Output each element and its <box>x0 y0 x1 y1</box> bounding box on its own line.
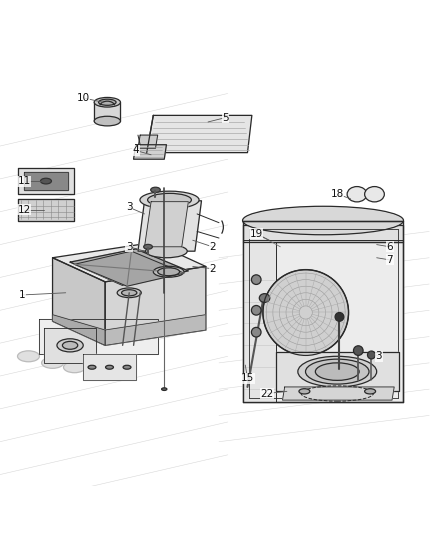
Text: 22: 22 <box>261 389 274 399</box>
Ellipse shape <box>40 178 52 184</box>
Ellipse shape <box>335 312 344 321</box>
Text: 2: 2 <box>209 242 216 252</box>
Polygon shape <box>134 145 166 159</box>
Ellipse shape <box>162 388 167 391</box>
Ellipse shape <box>364 187 385 202</box>
Ellipse shape <box>353 346 363 356</box>
Ellipse shape <box>144 245 152 249</box>
Text: 3: 3 <box>126 203 133 212</box>
Text: 4: 4 <box>132 146 139 156</box>
Text: 1: 1 <box>18 290 25 300</box>
Ellipse shape <box>57 339 83 352</box>
Ellipse shape <box>251 327 261 337</box>
Ellipse shape <box>315 363 359 381</box>
Polygon shape <box>24 172 68 190</box>
Ellipse shape <box>347 187 367 202</box>
Text: 3: 3 <box>126 242 133 252</box>
Text: 19: 19 <box>250 229 263 239</box>
Polygon shape <box>39 319 158 354</box>
Ellipse shape <box>151 187 160 192</box>
Polygon shape <box>44 328 96 363</box>
Ellipse shape <box>243 206 403 235</box>
Polygon shape <box>105 314 206 345</box>
Polygon shape <box>138 201 201 251</box>
Ellipse shape <box>259 294 270 302</box>
Ellipse shape <box>94 98 120 107</box>
Ellipse shape <box>305 359 369 384</box>
Polygon shape <box>105 266 206 345</box>
Ellipse shape <box>245 208 401 232</box>
Ellipse shape <box>94 116 120 126</box>
Ellipse shape <box>42 358 64 368</box>
Text: 3: 3 <box>375 351 382 361</box>
Polygon shape <box>70 249 188 285</box>
Ellipse shape <box>88 365 96 369</box>
Text: 6: 6 <box>386 242 393 252</box>
Polygon shape <box>276 352 399 391</box>
Ellipse shape <box>117 288 141 297</box>
Text: 7: 7 <box>386 255 393 265</box>
Text: 15: 15 <box>241 373 254 383</box>
Polygon shape <box>243 243 276 402</box>
Text: 2: 2 <box>209 264 216 273</box>
Ellipse shape <box>62 342 78 349</box>
Ellipse shape <box>299 389 310 394</box>
Polygon shape <box>74 251 184 286</box>
Polygon shape <box>145 201 188 247</box>
Polygon shape <box>18 168 74 194</box>
Ellipse shape <box>123 365 131 369</box>
Ellipse shape <box>158 268 180 276</box>
Ellipse shape <box>298 356 377 387</box>
Polygon shape <box>18 199 74 221</box>
Text: 11: 11 <box>18 176 31 186</box>
Ellipse shape <box>106 365 113 369</box>
Polygon shape <box>147 115 252 152</box>
Polygon shape <box>53 243 206 282</box>
Ellipse shape <box>18 351 39 362</box>
Ellipse shape <box>140 191 199 209</box>
Ellipse shape <box>367 351 375 359</box>
Polygon shape <box>83 354 136 381</box>
Polygon shape <box>243 225 403 243</box>
Ellipse shape <box>251 275 261 285</box>
Polygon shape <box>243 243 403 402</box>
Ellipse shape <box>99 99 116 106</box>
Polygon shape <box>53 258 105 345</box>
Text: 5: 5 <box>222 112 229 123</box>
Ellipse shape <box>148 193 191 206</box>
Ellipse shape <box>364 389 376 394</box>
Polygon shape <box>138 135 158 148</box>
Text: 12: 12 <box>18 205 31 215</box>
Ellipse shape <box>263 270 348 355</box>
Ellipse shape <box>121 290 137 296</box>
Ellipse shape <box>153 266 184 277</box>
Ellipse shape <box>251 305 261 315</box>
Polygon shape <box>53 314 105 345</box>
Polygon shape <box>94 102 120 121</box>
Text: 10: 10 <box>77 93 90 103</box>
Polygon shape <box>283 387 394 400</box>
Ellipse shape <box>64 362 85 373</box>
Ellipse shape <box>145 245 187 258</box>
Text: 18: 18 <box>331 189 344 199</box>
